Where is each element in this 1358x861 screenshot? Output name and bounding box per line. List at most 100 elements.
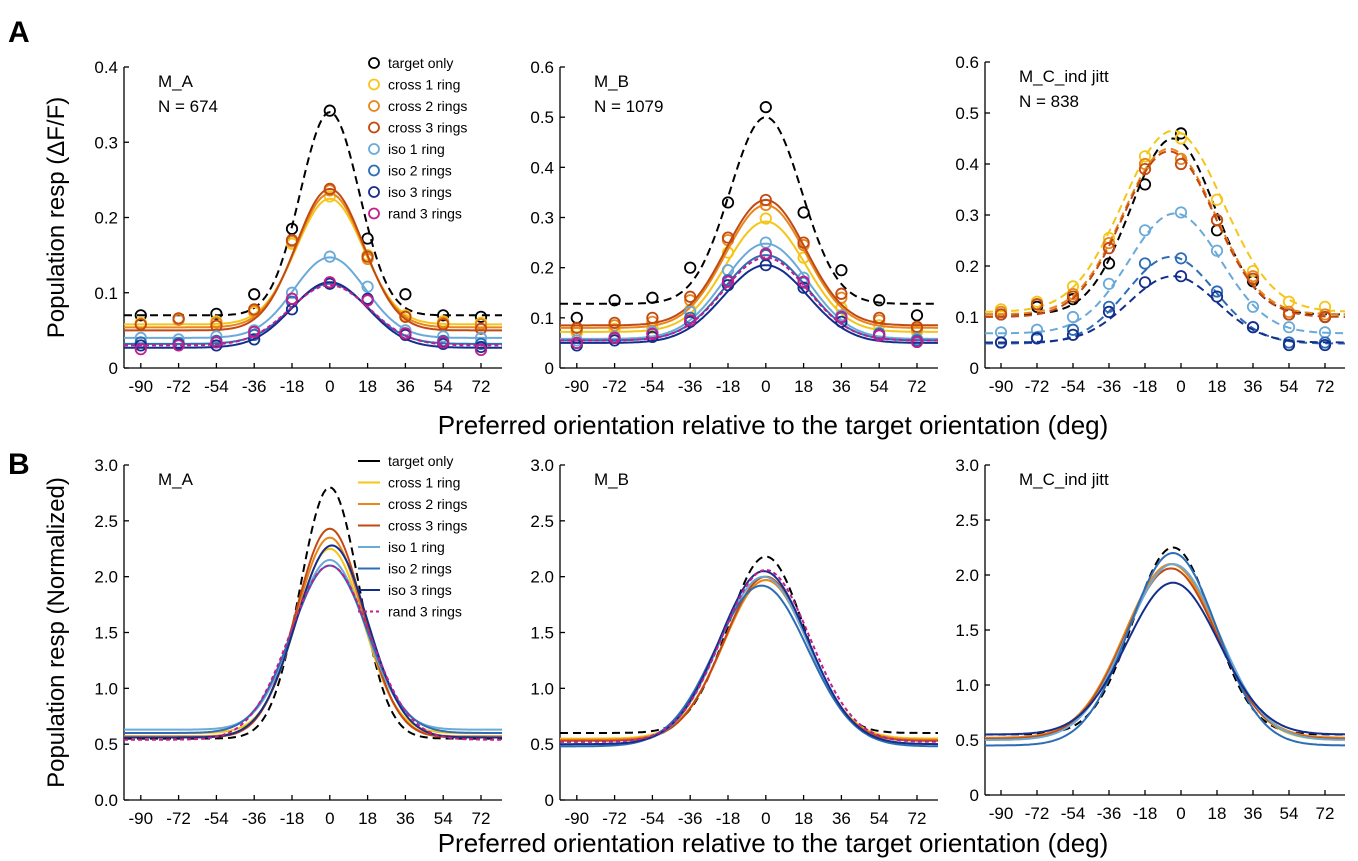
data-point xyxy=(1030,323,1044,336)
data-point xyxy=(570,336,583,350)
fit-line xyxy=(560,555,938,734)
fit-line xyxy=(985,581,1346,736)
series-cross-1-ring xyxy=(985,129,1346,316)
x-tick-label: 72 xyxy=(472,809,491,828)
series-target-only xyxy=(560,101,938,324)
legend-label: cross 2 rings xyxy=(388,496,467,512)
data-point xyxy=(1246,300,1260,313)
data-point xyxy=(910,320,924,333)
data-point xyxy=(248,303,261,316)
x-tick-label: 0 xyxy=(761,377,770,396)
data-point xyxy=(248,288,261,301)
data-point xyxy=(1282,308,1296,321)
x-tick-label: -90 xyxy=(129,377,154,396)
data-point xyxy=(1102,257,1116,270)
series-cross-3-rings xyxy=(560,575,938,742)
data-point xyxy=(323,250,336,263)
x-tick-label: 36 xyxy=(832,377,851,396)
y-tick-label: 1.0 xyxy=(94,679,118,698)
x-tick-label: -54 xyxy=(204,377,229,396)
legend-label: rand 3 rings xyxy=(388,604,462,620)
y-axis-label: Population resp (ΔF/F) xyxy=(43,97,70,338)
data-point xyxy=(323,104,336,117)
fit-line xyxy=(985,212,1345,335)
data-point xyxy=(910,335,924,349)
y-tick-label: 0.1 xyxy=(94,284,118,303)
series-cross-1-ring xyxy=(984,562,1346,741)
legend-label: cross 1 ring xyxy=(388,77,460,93)
data-point xyxy=(323,276,336,289)
panel-annotation: M_B xyxy=(594,72,629,91)
series-cross-3-rings xyxy=(985,150,1345,324)
x-tick-label: -90 xyxy=(129,809,154,828)
series-target-only xyxy=(985,546,1345,736)
data-point xyxy=(570,321,583,334)
y-tick-label: 0.5 xyxy=(94,735,118,754)
x-tick-label: -72 xyxy=(166,809,191,828)
x-tick-label: 0 xyxy=(1176,377,1185,396)
legend: target only cross 1 ring cross 2 rings cros… xyxy=(358,453,467,620)
x-tick-label: 0 xyxy=(761,809,770,828)
x-tick-label: 72 xyxy=(908,377,927,396)
data-point xyxy=(1138,257,1152,270)
y-tick-label: 2.5 xyxy=(94,512,118,531)
panel-annotation: N = 838 xyxy=(1019,92,1079,111)
legend-label: iso 2 rings xyxy=(388,561,452,577)
series-iso-1-ring xyxy=(560,575,938,746)
x-tick-label: -36 xyxy=(678,809,703,828)
fit-line xyxy=(984,562,1346,741)
series-cross-2-rings xyxy=(560,198,938,337)
legend-item-cross-2-rings: cross 2 rings xyxy=(368,98,467,114)
data-point xyxy=(1102,305,1116,318)
data-point xyxy=(1282,338,1296,352)
series-target-only xyxy=(560,555,938,734)
legend-item-iso-3-rings: iso 3 rings xyxy=(358,582,452,598)
x-tick-label: -54 xyxy=(640,377,665,396)
panel-annotation: N = 1079 xyxy=(594,97,663,116)
legend-label: iso 3 rings xyxy=(388,582,452,598)
x-tick-label: 72 xyxy=(908,809,927,828)
data-point xyxy=(361,280,374,293)
data-point xyxy=(1102,300,1116,313)
data-point xyxy=(285,233,299,247)
x-tick-label: -90 xyxy=(989,377,1014,396)
chart-A1: 0 0.1 0.2 0.3 0.4 -90 -72 -54 -36 -18 0 18 36 54 72 Pop… xyxy=(43,55,502,396)
fit-line xyxy=(985,275,1345,344)
y-tick-label: 0.3 xyxy=(94,133,118,152)
data-point xyxy=(797,236,810,249)
data-point xyxy=(474,343,488,357)
series-cross-2-rings xyxy=(560,578,938,741)
data-point xyxy=(1210,285,1224,298)
data-point xyxy=(646,291,659,304)
fit-line xyxy=(124,564,502,741)
x-tick-label: 54 xyxy=(870,377,889,396)
x-tick-label: -72 xyxy=(1025,804,1050,823)
x-tick-label: 36 xyxy=(1244,377,1263,396)
x-tick-label: -18 xyxy=(1133,804,1158,823)
x-tick-label: -18 xyxy=(280,809,305,828)
data-point xyxy=(646,327,659,340)
data-point xyxy=(1174,152,1188,165)
legend-item-target-only: target only xyxy=(358,453,453,469)
fit-line xyxy=(985,546,1345,736)
fit-line xyxy=(124,486,502,740)
panel-annotation: M_B xyxy=(594,470,629,489)
data-point xyxy=(172,312,185,325)
x-tick-label: -72 xyxy=(602,377,627,396)
data-point xyxy=(1066,290,1080,303)
series-cross-1-ring xyxy=(560,212,938,339)
data-point xyxy=(361,294,374,307)
data-point xyxy=(1174,132,1188,145)
panel-label-A: A xyxy=(8,16,30,49)
plots-layer: 0 0.1 0.2 0.3 0.4 -90 -72 -54 -36 -18 0 18 36 54 72 Pop… xyxy=(43,53,1346,828)
data-point xyxy=(1174,206,1188,219)
fit-line xyxy=(560,578,938,740)
x-tick-label: -54 xyxy=(1061,804,1086,823)
legend-marker xyxy=(368,164,380,177)
data-point xyxy=(248,333,261,346)
fit-line xyxy=(985,129,1346,313)
panel-annotation: N = 674 xyxy=(158,97,218,116)
y-tick-label: 0.1 xyxy=(530,309,554,328)
data-point xyxy=(1246,321,1260,334)
series-cross-3-rings xyxy=(560,193,938,334)
